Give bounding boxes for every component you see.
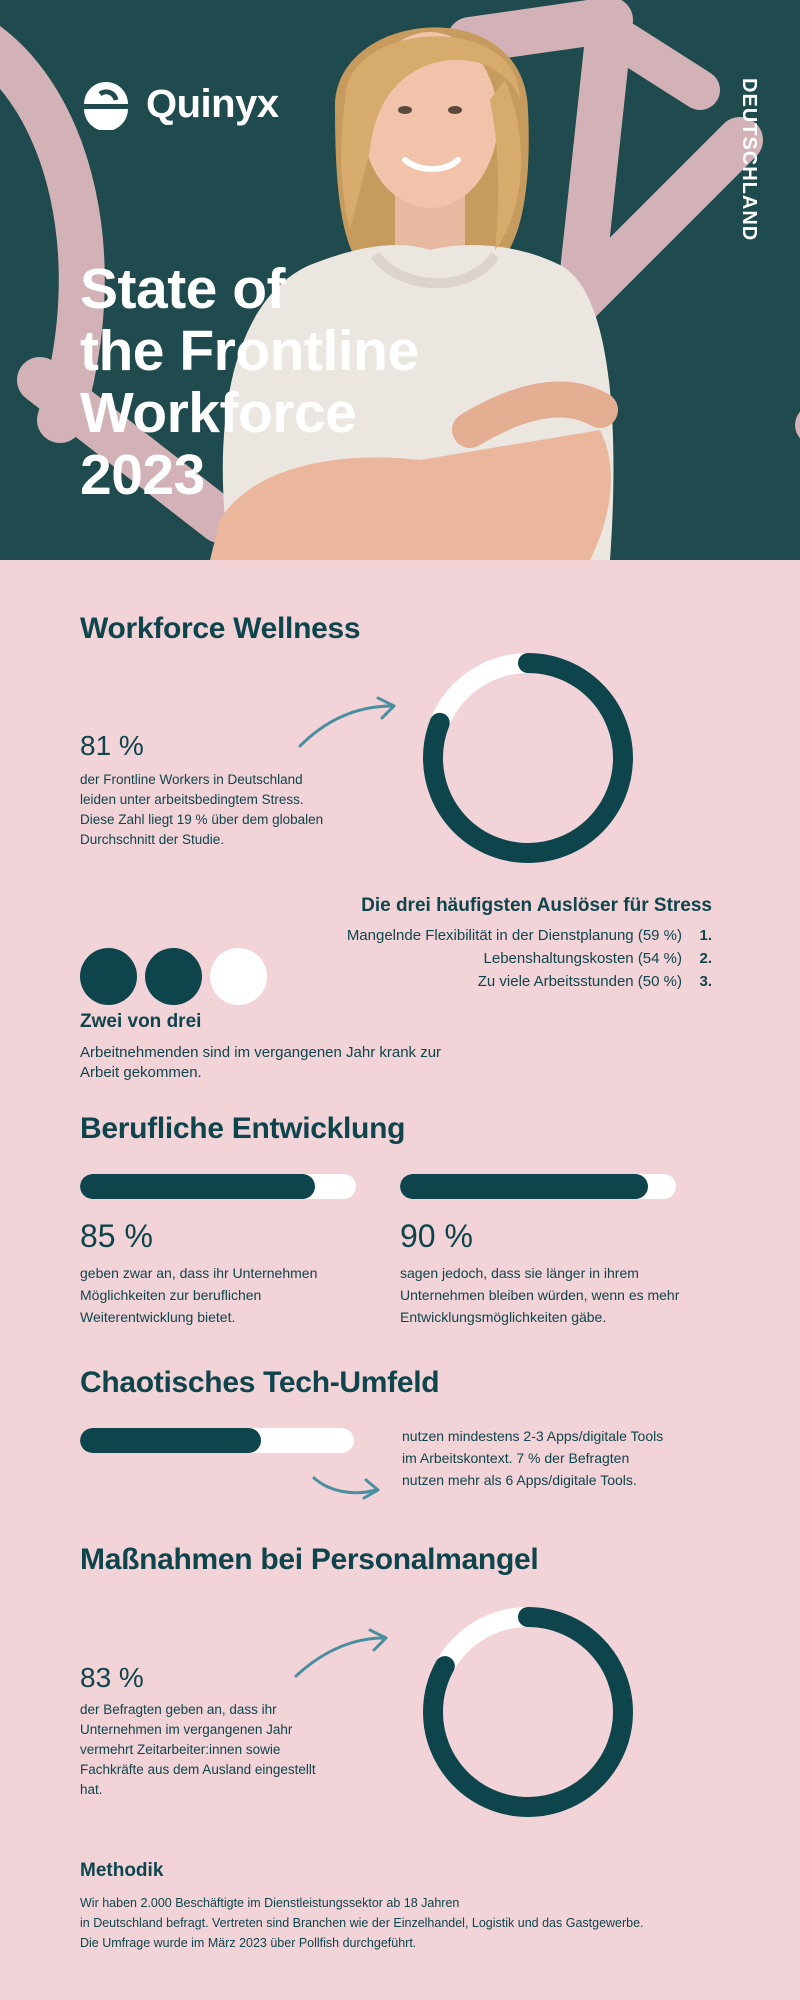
- progress-bar-apps: [80, 1428, 354, 1453]
- filled-dot: [80, 948, 137, 1005]
- title-line: 2023: [80, 443, 205, 507]
- progress-bar-retention: [400, 1174, 676, 1199]
- section-heading-shortage: Maßnahmen bei Personalmangel: [80, 1543, 539, 1576]
- page-title: State of the Frontline Workforce 2023: [80, 258, 500, 506]
- hero-illustration: [0, 0, 800, 560]
- arrow-icon: [294, 1628, 388, 1678]
- hero-banner: Quinyx DEUTSCHLAND State of the Frontlin…: [0, 0, 800, 560]
- list-item: Zu viele Arbeitsstunden (50 %) 3.: [347, 970, 712, 993]
- arrow-icon: [298, 696, 396, 748]
- development-text: sagen jedoch, dass sie länger in ihrem U…: [400, 1265, 680, 1325]
- stress-triggers-list: Mangelnde Flexibilität in der Dienstplan…: [347, 924, 712, 993]
- quinyx-logo-icon: [84, 82, 128, 130]
- development-stat: 85 %: [80, 1218, 153, 1254]
- trigger-rank: 1.: [699, 927, 712, 944]
- country-label: DEUTSCHLAND: [738, 78, 760, 242]
- list-item: Mangelnde Flexibilität in der Dienstplan…: [347, 924, 712, 947]
- methodology-text: Wir haben 2.000 Beschäftigte im Dienstle…: [80, 1893, 740, 1953]
- empty-dot: [210, 948, 267, 1005]
- section-heading-wellness: Workforce Wellness: [80, 612, 361, 645]
- donut-chart-shortage: [423, 1607, 633, 1817]
- trigger-label: Lebenshaltungskosten (54 %): [483, 950, 682, 967]
- donut-fill: [423, 653, 633, 863]
- title-line: the Frontline: [80, 319, 419, 383]
- tech-text: nutzen mindestens 2-3 Apps/digitale Tool…: [402, 1428, 664, 1488]
- brand-name: Quinyx: [146, 81, 279, 126]
- trigger-label: Mangelnde Flexibilität in der Dienstplan…: [346, 927, 682, 944]
- trigger-rank: 3.: [699, 973, 712, 990]
- stress-description: der Frontline Workers in Deutschland lei…: [80, 772, 324, 847]
- shortage-stat: 83 %: [80, 1662, 144, 1693]
- donut-chart-stress: [423, 653, 633, 863]
- progress-fill: [80, 1428, 261, 1453]
- filled-dot: [145, 948, 202, 1005]
- person-photo: [210, 27, 618, 560]
- development-text: geben zwar an, dass ihr Unternehmen Mögl…: [80, 1265, 318, 1325]
- development-stat: 90 %: [400, 1218, 473, 1254]
- section-heading-development: Berufliche Entwicklung: [80, 1112, 406, 1145]
- two-of-three-title: Zwei von drei: [80, 1011, 202, 1032]
- sick-at-work-text: Arbeitnehmenden sind im vergangenen Jahr…: [80, 1044, 442, 1081]
- title-line: Workforce: [80, 381, 357, 445]
- section-heading-tech: Chaotisches Tech-Umfeld: [80, 1366, 440, 1399]
- progress-fill: [80, 1174, 315, 1199]
- list-item: Lebenshaltungskosten (54 %) 2.: [347, 947, 712, 970]
- methodology-title: Methodik: [80, 1860, 164, 1881]
- title-line: State of: [80, 257, 286, 321]
- trigger-rank: 2.: [699, 950, 712, 967]
- stress-triggers-title: Die drei häufigsten Auslöser für Stress: [361, 895, 712, 916]
- brand-logo: Quinyx: [80, 78, 279, 130]
- arrow-icon: [312, 1476, 380, 1500]
- methodology-line: in Deutschland befragt. Vertreten sind B…: [80, 1916, 644, 1930]
- methodology-line: Wir haben 2.000 Beschäftigte im Dienstle…: [80, 1896, 460, 1910]
- progress-bar-opportunities: [80, 1174, 356, 1199]
- two-of-three-dots: [80, 948, 267, 1005]
- methodology-line: Die Umfrage wurde im März 2023 über Poll…: [80, 1936, 417, 1950]
- shortage-description: der Befragten geben an, dass ihr Unterne…: [80, 1702, 316, 1797]
- donut-fill: [423, 1607, 633, 1817]
- stress-stat: 81 %: [80, 730, 144, 761]
- trigger-label: Zu viele Arbeitsstunden (50 %): [477, 973, 682, 990]
- progress-fill: [400, 1174, 649, 1199]
